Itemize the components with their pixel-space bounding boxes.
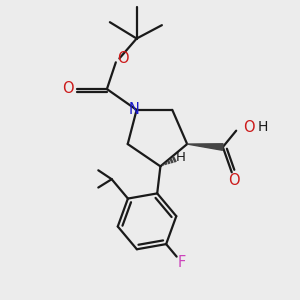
Text: O: O: [62, 81, 74, 96]
Text: H: H: [176, 151, 186, 164]
Text: F: F: [178, 256, 186, 271]
Text: O: O: [244, 120, 255, 135]
Text: H: H: [258, 120, 268, 134]
Text: O: O: [228, 173, 240, 188]
Text: N: N: [129, 102, 140, 117]
Text: O: O: [117, 51, 128, 66]
Polygon shape: [187, 144, 223, 150]
